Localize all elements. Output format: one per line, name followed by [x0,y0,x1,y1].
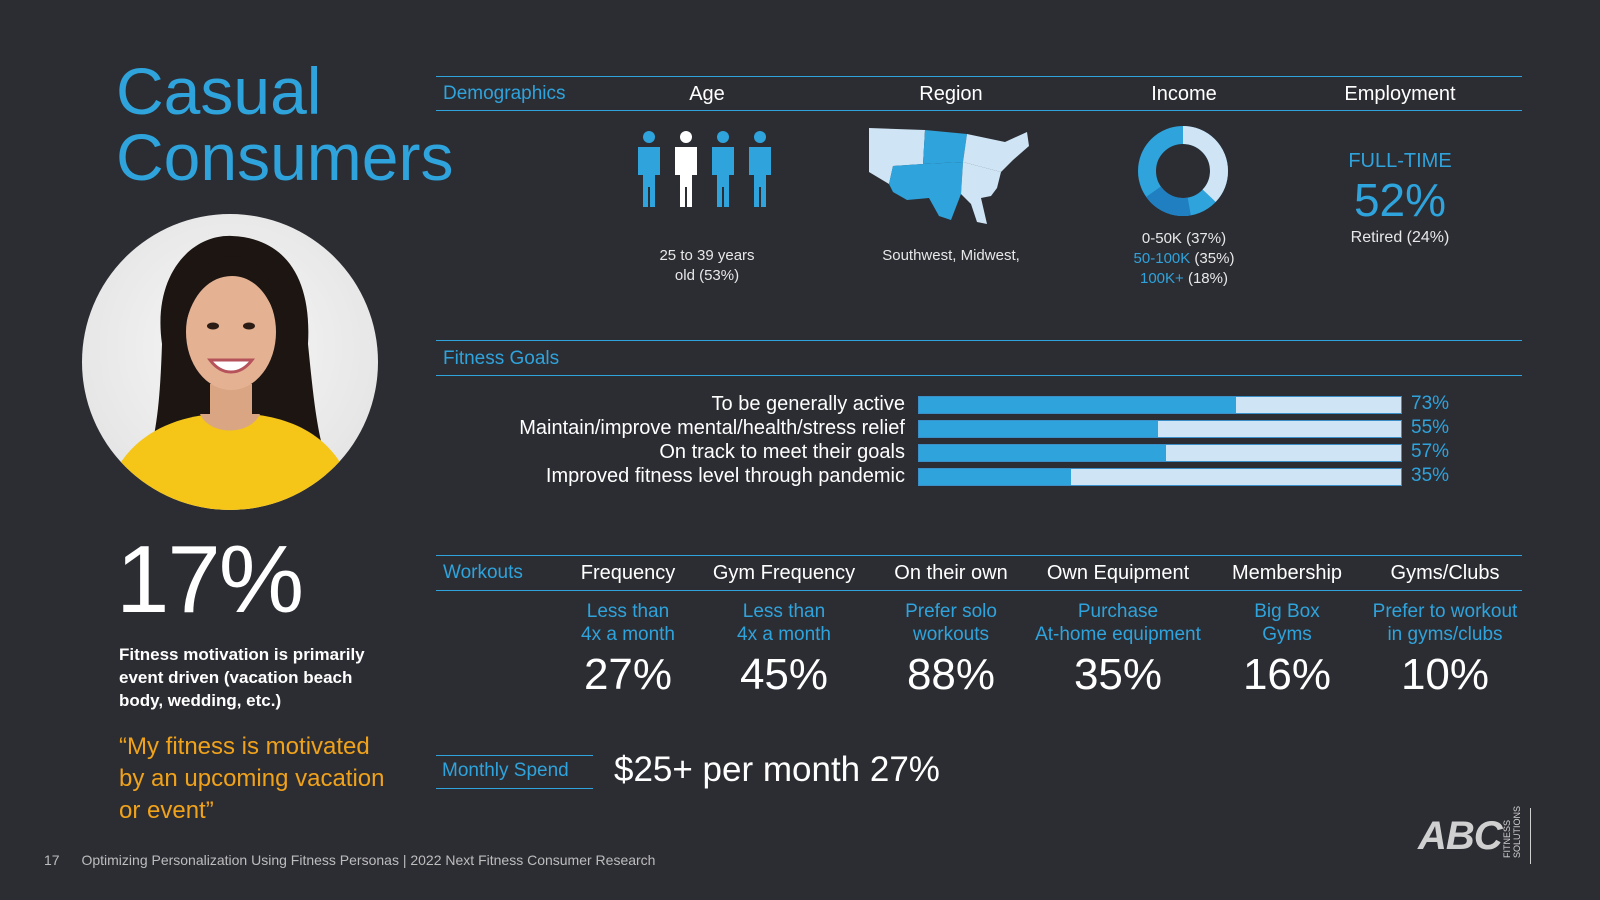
goal-percent: 73% [1411,393,1450,414]
workout-value: 10% [1400,650,1490,699]
workout-desc-line1: Prefer to workout [1372,601,1518,622]
income-pct: (37%) [1181,230,1227,247]
workouts-top-rule [436,555,1522,556]
footer-text: Optimizing Personalization Using Fitness… [81,852,656,868]
region-heading: Region [919,83,983,105]
workout-desc-line1: Big Box [1254,601,1320,622]
workout-heading: Own Equipment [1046,562,1190,584]
age-caption: 25 to 39 years old (53%) [659,247,755,284]
persona-portrait-icon [102,235,358,510]
workout-desc-line1: Purchase [1077,601,1159,622]
spend-bottom-rule [436,788,593,789]
spend-top-rule [436,755,593,756]
income-row: 0-50K (37%) [1084,229,1284,249]
workout-heading: Frequency [580,562,676,584]
monthly-spend-value: $25+ per month 27% [614,750,940,789]
goal-bar-fill [919,445,1167,461]
workout-heading: Gym Frequency [712,562,856,584]
goal-bar-track [918,396,1402,414]
income-rows: 0-50K (37%) 50-100K (35%) 100K+ (18%) [1084,229,1284,289]
fitness-goals-label: Fitness Goals [443,348,560,369]
employment-block: FULL-TIME 52% Retired (24%) [1300,150,1500,247]
workout-desc-line1: Less than [586,601,670,622]
workout-value: 27% [583,650,673,699]
goal-label: On track to meet their goals [659,441,905,463]
income-caption: 0-50K (37%) 50-100K (35%) 100K+ (18%) [1084,229,1284,289]
income-row: 50-100K (35%) [1084,249,1284,269]
goals-bottom-rule [436,375,1522,376]
donut-chart-icon [1137,125,1229,222]
goal-label: Maintain/improve mental/health/stress re… [519,417,905,439]
abc-logo-text: ABC [1418,814,1503,858]
demographics-bottom-rule [436,110,1522,111]
demographics-top-rule [436,76,1522,77]
abc-logo: ABC FITNESS SOLUTIONS [1418,806,1568,864]
goal-label: To be generally active [711,393,905,415]
donut-income-segment [1138,126,1228,216]
logo-side-text: FITNESS SOLUTIONS [1502,805,1522,858]
workout-heading: Membership [1231,562,1343,584]
workout-value: 35% [1073,650,1163,699]
goal-bar-fill [919,469,1071,485]
employment-heading: Employment [1344,83,1456,105]
workouts-bottom-rule [436,590,1522,591]
income-pct: (35%) [1190,250,1235,267]
workout-desc-line1: Less than [742,601,826,622]
workout-heading: On their own [894,562,1008,584]
workout-desc-line2: 4x a month [737,624,831,645]
goal-label: Improved fitness level through pandemic [545,465,905,487]
motivation-text: Fitness motivation is primarily event dr… [119,645,365,710]
persona-photo [82,214,378,510]
income-row: 100K+ (18%) [1084,269,1284,289]
income-range: 0-50K [1141,230,1182,247]
workout-heading: Gyms/Clubs [1390,562,1500,584]
workout-desc-line2: workouts [912,624,990,645]
goal-bar-track [918,420,1402,438]
goal-percent: 57% [1411,441,1450,462]
monthly-spend-label: Monthly Spend [442,760,569,781]
usa-map-icon [863,124,1033,235]
region-caption: Southwest, Midwest, [882,247,1020,264]
goal-bar-fill [919,397,1236,413]
logo-divider [1530,808,1531,864]
goal-bar-fill [919,421,1158,437]
goals-top-rule [436,340,1522,341]
workout-desc-line2: 4x a month [581,624,675,645]
income-pct: (18%) [1183,270,1228,287]
goal-percent: 55% [1411,417,1450,438]
workout-value: 45% [739,650,829,699]
goal-bar-track [918,468,1402,486]
goal-percent: 35% [1411,465,1450,486]
page-title: Casual Consumers [116,54,454,194]
workout-desc-line1: Prefer solo [905,601,997,622]
footer: 17 Optimizing Personalization Using Fitn… [44,852,655,868]
employment-value: 52% [1353,174,1447,226]
workout-value: 88% [906,650,996,699]
employment-type: FULL-TIME [1348,150,1452,172]
goal-bar-track [918,444,1402,462]
income-range: 100K+ [1140,270,1184,287]
workout-desc-line2: in gyms/clubs [1387,624,1503,645]
workouts-label: Workouts [443,562,523,583]
workout-desc-line2: Gyms [1262,624,1312,645]
page-number: 17 [44,852,60,868]
income-range: 50-100K [1133,250,1191,267]
persona-quote: “My fitness is motivated by an upcoming … [119,733,385,824]
age-heading: Age [689,83,725,105]
employment-secondary: Retired (24%) [1350,229,1450,246]
people-icon [633,128,781,215]
income-heading: Income [1151,83,1217,105]
workout-value: 16% [1242,650,1332,699]
persona-share-stat: 17% [116,526,304,633]
workout-desc-line2: At-home equipment [1035,624,1201,645]
demographics-label: Demographics [443,83,566,104]
